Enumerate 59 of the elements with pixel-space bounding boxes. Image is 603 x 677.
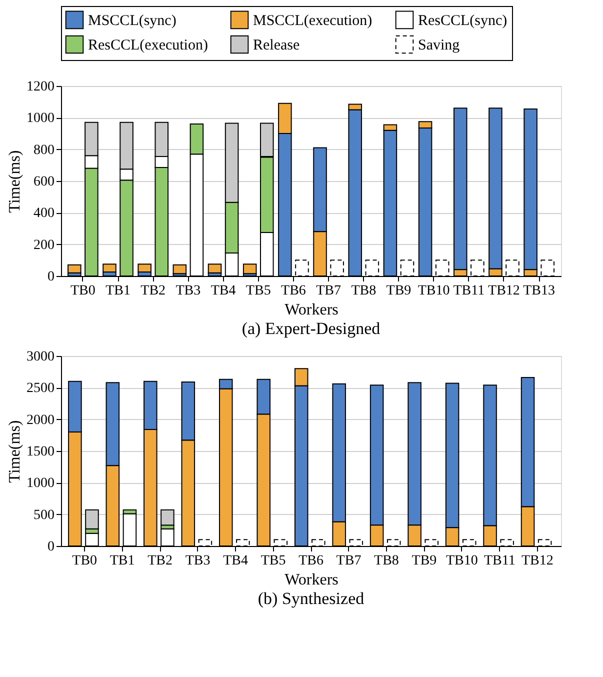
x-tick-label: TB12 [521,554,554,568]
x-tick-label: TB7 [336,554,362,568]
y-tick-label: 2000 [26,412,54,428]
y-tick-label: 500 [34,508,54,523]
x-tick-label: TB9 [412,554,437,568]
x-tick-label: TB0 [72,554,98,568]
x-tick-label: TB4 [223,554,248,568]
bar [172,264,187,274]
x-tick-label: TB4 [210,284,236,298]
bar [242,264,257,274]
x-axis-title: Workers [284,572,338,588]
legend-label: MSCCL(sync) [88,12,176,29]
x-tick-label: TB5 [246,284,271,298]
x-tick-label: TB13 [523,284,556,298]
x-tick-label: TB11 [484,554,516,568]
x-tick-label: TB9 [386,284,412,298]
x-tick-label: TB0 [70,284,96,298]
text: (b) Synthesized [258,589,365,608]
bar [208,264,222,274]
y-axis-title: Time(ms) [6,150,24,213]
x-tick-label: TB3 [185,554,210,568]
x-tick-label: TB1 [110,554,135,568]
y-tick-label: 1200 [26,80,54,94]
y-tick-label: 600 [34,174,54,190]
x-tick-label: TB1 [106,284,130,298]
y-tick-label: 2500 [26,381,54,396]
x-tick-label: TB5 [260,554,286,568]
legend-label: Saving [418,38,460,54]
x-tick-label: TB7 [316,284,341,298]
legend-label: Release [253,38,300,54]
x-tick-label: TB6 [298,554,324,568]
x-tick-label: TB2 [148,554,172,568]
x-tick-label: TB3 [176,284,201,298]
y-tick-label: 0 [48,270,54,284]
y-tick-label: 200 [34,238,54,253]
y-tick-label: 1000 [26,111,54,126]
y-tick-label: 1500 [26,444,54,460]
x-tick-label: TB8 [374,554,399,568]
y-tick-label: 1000 [26,476,54,492]
x-tick-label: TB8 [351,284,376,298]
y-tick-label: 0 [48,540,54,554]
bar [138,264,152,273]
x-axis-title: Workers [284,302,338,318]
bar [68,264,82,274]
x-tick-label: TB6 [281,284,306,298]
bar [102,264,116,273]
x-tick-label: TB2 [140,284,166,298]
x-tick-label: TB10 [418,284,450,298]
x-tick-label: TB12 [488,284,520,298]
legend-label: ResCCL(sync) [418,12,508,29]
y-axis-title: Time(ms) [6,420,24,483]
legend-label: ResCCL(execution) [88,38,208,54]
y-tick-label: 800 [34,142,54,158]
y-tick-label: 400 [34,206,54,222]
x-tick-label: TB11 [453,284,485,298]
text: (a) Expert-Designed [242,319,381,338]
legend-label: MSCCL(execution) [253,12,372,29]
x-tick-label: TB10 [446,554,478,568]
y-tick-label: 3000 [26,350,54,364]
